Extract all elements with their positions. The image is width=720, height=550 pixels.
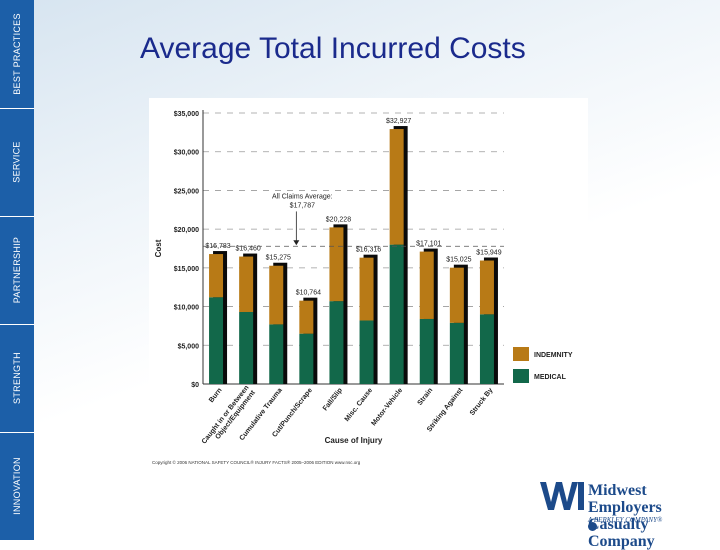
- bar-medical: [269, 324, 284, 384]
- bar-medical: [449, 322, 464, 384]
- bar-medical: [299, 333, 314, 384]
- data-label: $17,101: [416, 241, 441, 248]
- bar-indemnity: [269, 265, 284, 325]
- bar-medical: [209, 297, 224, 384]
- average-annotation-line1: All Claims Average:: [272, 193, 333, 200]
- data-label: $16,783: [205, 243, 230, 250]
- bar-indemnity: [239, 256, 254, 312]
- bar-medical: [389, 244, 404, 384]
- x-tick-label: Strain: [417, 387, 435, 407]
- sidebar-nav: BEST PRACTICES SERVICE PARTNERSHIP STREN…: [0, 0, 34, 540]
- sidebar-tab-partnership[interactable]: PARTNERSHIP: [0, 216, 34, 325]
- x-tick-label: Caught in or BetweenObject/Equipment: [201, 384, 258, 450]
- bar-indemnity: [299, 300, 314, 334]
- bar-indemnity: [359, 257, 374, 321]
- bar-medical: [479, 314, 494, 384]
- legend-swatch-medical: [513, 369, 529, 383]
- bar-indemnity: [419, 251, 434, 319]
- data-label: $15,949: [476, 250, 501, 257]
- company-logo: Midwest Employers Casualty Company A BER…: [540, 478, 715, 550]
- sidebar-tab-strength[interactable]: STRENGTH: [0, 324, 34, 433]
- x-tick-label: Fall/Slip: [322, 387, 344, 412]
- bar-indemnity: [479, 260, 494, 315]
- sidebar-tab-best-practices[interactable]: BEST PRACTICES: [0, 0, 34, 109]
- data-label: $10,764: [296, 290, 321, 297]
- sidebar-tab-service[interactable]: SERVICE: [0, 108, 34, 217]
- bar-medical: [329, 301, 344, 384]
- logo-circle-icon: [588, 522, 597, 531]
- stacked-bar-chart: $0 $5,000 $10,000 $15,000 $20,000 $25,000 $30,…: [152, 110, 573, 465]
- bar-indemnity: [449, 267, 464, 323]
- bar-indemnity: [329, 227, 344, 302]
- data-label: $16,460: [235, 246, 260, 253]
- y-tick-label: $20,000: [174, 227, 199, 234]
- data-label: $32,927: [386, 118, 411, 125]
- y-tick-label: $25,000: [174, 188, 199, 195]
- sidebar-tab-label: STRENGTH: [12, 352, 22, 404]
- x-tick-label-line: Burn: [208, 387, 224, 404]
- bar-medical: [419, 318, 434, 384]
- y-tick-label: $5,000: [178, 343, 200, 350]
- x-tick-label: Burn: [208, 387, 224, 404]
- legend-label-indemnity: INDEMNITY: [534, 352, 573, 359]
- average-annotation-line2: $17,787: [290, 202, 315, 209]
- sidebar-tab-label: SERVICE: [12, 141, 23, 183]
- x-tick-label: Struck By: [469, 387, 495, 417]
- bar-medical: [239, 311, 254, 384]
- sidebar-tab-innovation[interactable]: INNOVATION: [0, 432, 34, 540]
- average-arrow-head: [293, 240, 300, 246]
- x-axis-label: Cause of Injury: [325, 436, 383, 445]
- slide-title: Average Total Incurred Costs: [140, 32, 526, 65]
- logo-name-line1: Midwest Employers: [588, 482, 662, 516]
- chart-footnote: Copyright © 2006 NATIONAL SAFETY COUNCIL…: [152, 459, 361, 465]
- x-tick-label-line: Motor-Vehicle: [370, 387, 404, 428]
- chart-panel: $0 $5,000 $10,000 $15,000 $20,000 $25,000 $30,…: [149, 98, 588, 470]
- x-tick-label: Motor-Vehicle: [370, 387, 404, 428]
- data-label: $16,316: [356, 247, 381, 254]
- legend-label-medical: MEDICAL: [534, 374, 567, 381]
- data-label: $15,275: [266, 255, 291, 262]
- legend-swatch-indemnity: [513, 347, 529, 361]
- logo-subtitle: A BERKLEY COMPANY®: [588, 516, 663, 524]
- data-label: $15,025: [446, 257, 471, 264]
- y-tick-label: $15,000: [174, 266, 199, 273]
- y-tick-label: $35,000: [174, 111, 199, 118]
- y-tick-label: $0: [191, 382, 199, 389]
- bar-medical: [359, 320, 374, 384]
- y-tick-label: $30,000: [174, 150, 199, 157]
- sidebar-tab-label: BEST PRACTICES: [12, 13, 22, 95]
- y-axis-label: Cost: [154, 239, 163, 257]
- bar-indemnity: [389, 129, 404, 245]
- data-label: $20,228: [326, 216, 351, 223]
- sidebar-tab-label: PARTNERSHIP: [12, 236, 23, 304]
- x-tick-label-line: Struck By: [469, 387, 495, 417]
- x-tick-label: Misc. Cause: [344, 387, 374, 423]
- x-tick-label-line: Fall/Slip: [322, 387, 344, 412]
- x-tick-label-line: Strain: [417, 387, 435, 407]
- y-tick-label: $10,000: [174, 305, 199, 312]
- bar-indemnity: [209, 254, 224, 298]
- sidebar-tab-label: INNOVATION: [12, 457, 23, 515]
- mw-logo-icon: [540, 482, 584, 510]
- x-tick-label-line: Misc. Cause: [344, 387, 374, 423]
